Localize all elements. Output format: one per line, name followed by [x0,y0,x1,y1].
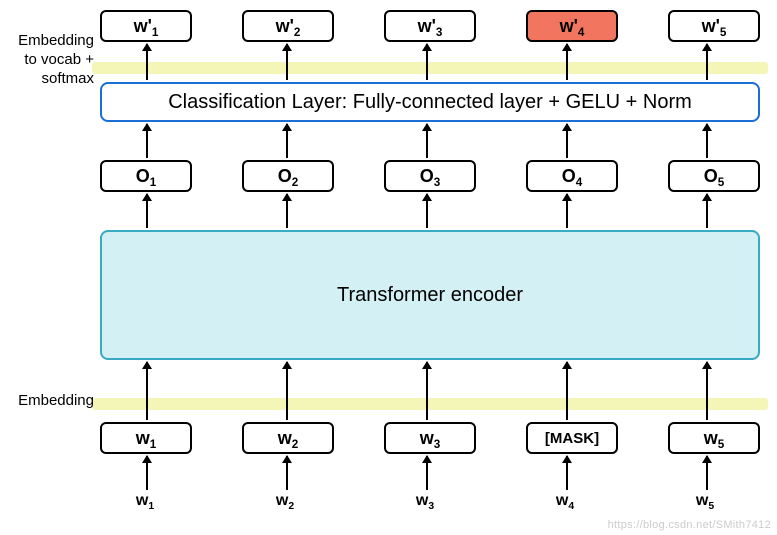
arrow [426,124,428,158]
input-box-label-1: w1 [136,428,157,449]
output-label-4: w'4 [560,16,585,37]
o-box-3: O3 [384,160,476,192]
arrow [566,456,568,490]
output-label-2: w'2 [276,16,301,37]
output-label-3: w'3 [418,16,443,37]
arrow [426,194,428,228]
arrow [706,456,708,490]
classification-layer-label: Classification Layer: Fully-connected la… [168,91,692,114]
input-box-label-3: w3 [420,428,441,449]
softmax-side-label: Embeddingto vocab +softmax [2,32,94,88]
output-row: w'1 w'2 w'3 w'4 w'5 [100,10,760,42]
o-label-5: O5 [704,166,725,187]
output-box-2: w'2 [242,10,334,42]
o-box-1: O1 [100,160,192,192]
o-box-4: O4 [526,160,618,192]
transformer-encoder: Transformer encoder [100,230,760,360]
input-box-label-2: w2 [278,428,299,449]
arrow [566,124,568,158]
encoder-label: Transformer encoder [337,284,523,307]
token-label-4: w4 [550,492,580,510]
arrow [146,124,148,158]
input-box-5: w5 [668,422,760,454]
token-label-2: w2 [270,492,300,510]
arrow [426,44,428,80]
arrow [286,456,288,490]
arrow [146,44,148,80]
arrow [426,456,428,490]
o-label-2: O2 [278,166,299,187]
output-label-1: w'1 [134,16,159,37]
input-box-1: w1 [100,422,192,454]
output-box-5: w'5 [668,10,760,42]
softmax-band [92,62,768,74]
classification-layer: Classification Layer: Fully-connected la… [100,82,760,122]
output-box-3: w'3 [384,10,476,42]
o-box-2: O2 [242,160,334,192]
o-label-4: O4 [562,166,583,187]
arrow [706,362,708,420]
arrow [566,194,568,228]
arrow [146,194,148,228]
token-label-3: w3 [410,492,440,510]
arrow [286,362,288,420]
encoder-output-row: O1 O2 O3 O4 O5 [100,160,760,192]
output-label-5: w'5 [702,16,727,37]
token-label-5: w5 [690,492,720,510]
arrow [146,362,148,420]
output-box-4-highlight: w'4 [526,10,618,42]
watermark-text: https://blog.csdn.net/SMith7412 [608,519,771,531]
arrow [426,362,428,420]
arrow [286,194,288,228]
arrow [706,124,708,158]
o-label-1: O1 [136,166,157,187]
arrow [566,44,568,80]
input-box-label-mask: [MASK] [545,430,599,447]
diagram-container: w'1 w'2 w'3 w'4 w'5 Classification Layer… [100,10,760,520]
input-box-mask: [MASK] [526,422,618,454]
input-box-3: w3 [384,422,476,454]
token-label-1: w1 [130,492,160,510]
output-box-1: w'1 [100,10,192,42]
arrow [706,194,708,228]
arrow [146,456,148,490]
arrow [566,362,568,420]
o-box-5: O5 [668,160,760,192]
arrow [706,44,708,80]
embedding-band [92,398,768,410]
input-box-label-5: w5 [704,428,725,449]
input-box-2: w2 [242,422,334,454]
input-box-row: w1 w2 w3 [MASK] w5 [100,422,760,454]
arrow [286,44,288,80]
o-label-3: O3 [420,166,441,187]
embedding-side-label: Embedding [8,392,94,411]
arrow [286,124,288,158]
